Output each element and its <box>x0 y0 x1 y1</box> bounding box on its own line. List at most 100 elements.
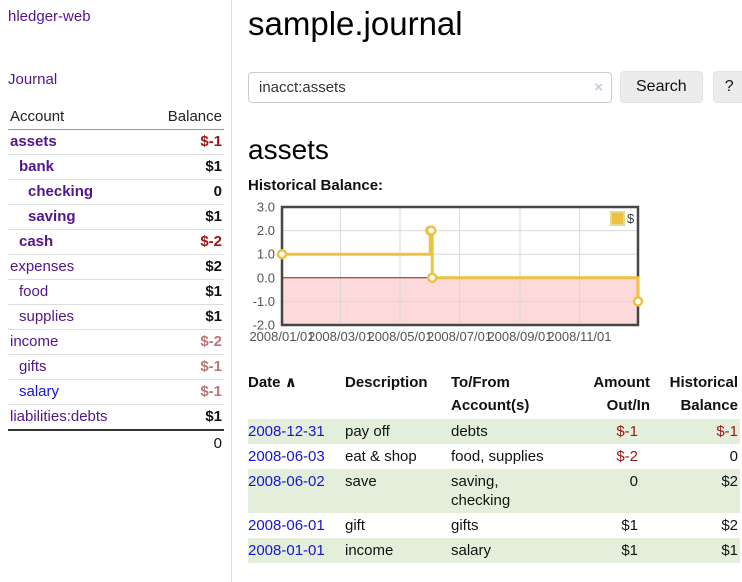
sidebar-account-food[interactable]: food <box>19 283 49 300</box>
sidebar-account-checking[interactable]: checking <box>28 183 94 200</box>
transaction-description: eat & shop <box>345 448 417 465</box>
account-balance: $-2 <box>145 229 224 255</box>
svg-text:-2.0: -2.0 <box>253 318 275 333</box>
transaction-accounts: food, supplies <box>451 448 544 465</box>
transaction-amount: $1 <box>621 517 638 534</box>
sort-ascending-icon: ∧ <box>284 374 297 391</box>
svg-text:2008/05/01: 2008/05/01 <box>367 329 432 344</box>
accounts-total-value: 0 <box>145 429 224 457</box>
account-row: gifts $-1 <box>8 354 224 380</box>
account-row: saving $1 <box>8 204 224 230</box>
app-brand-link[interactable]: hledger-web <box>8 8 91 25</box>
svg-text:2008/09/01: 2008/09/01 <box>487 329 552 344</box>
svg-text:-1.0: -1.0 <box>253 294 275 309</box>
transaction-row[interactable]: 2008-12-31 pay off debts $-1 $-1 <box>248 419 740 444</box>
account-balance: $-1 <box>145 129 224 155</box>
historical-balance-chart: $3.0 2.0 1.0 0.0 -1.0 -2.02008/01/012008/03/0… <box>249 200 644 344</box>
account-heading: assets <box>248 134 329 165</box>
transaction-description: income <box>345 542 394 559</box>
account-balance: $-2 <box>145 329 224 355</box>
transaction-accounts: debts <box>451 423 488 440</box>
transaction-row[interactable]: 2008-06-02 save saving, checking 0 $2 <box>248 469 740 513</box>
svg-text:2008/01/01: 2008/01/01 <box>249 329 314 344</box>
register-header-row: Date ∧ Description To/From Account(s) Am… <box>248 369 740 419</box>
sidebar-account-liabilities-debts[interactable]: liabilities:debts <box>10 408 108 425</box>
transaction-accounts: saving, checking <box>451 473 511 509</box>
svg-text:$: $ <box>627 211 635 226</box>
transaction-description: gift <box>345 517 366 534</box>
accounts-table: Account Balance assets $-1 bank $1 checking 0… <box>8 104 224 457</box>
svg-text:2.0: 2.0 <box>257 223 275 238</box>
svg-text:2008/11/01: 2008/11/01 <box>547 329 611 344</box>
account-row: income $-2 <box>8 329 224 355</box>
search-bar: × Search ? <box>248 71 742 103</box>
sidebar-account-income[interactable]: income <box>10 333 59 350</box>
transaction-description: save <box>345 473 377 490</box>
accounts-header-row: Account Balance <box>8 104 224 130</box>
transaction-balance: $2 <box>721 473 738 490</box>
col-amount-out-in: Amount Out/In <box>593 374 650 414</box>
transaction-amount: $1 <box>621 542 638 559</box>
transaction-accounts: salary <box>451 542 492 559</box>
transaction-balance: $1 <box>721 542 738 559</box>
transaction-date-link[interactable]: 2008-01-01 <box>248 542 325 559</box>
svg-text:3.0: 3.0 <box>257 200 275 215</box>
transaction-balance: $2 <box>721 517 738 534</box>
transaction-date-link[interactable]: 2008-06-03 <box>248 448 325 465</box>
svg-text:0.0: 0.0 <box>257 270 275 285</box>
transaction-amount: 0 <box>629 473 638 490</box>
transaction-date-link[interactable]: 2008-06-02 <box>248 473 325 490</box>
account-balance: $-1 <box>145 354 224 380</box>
account-balance: $-1 <box>145 379 224 405</box>
transaction-balance: $-1 <box>716 423 738 440</box>
transaction-amount: $-1 <box>616 423 638 440</box>
main-content: sample.journal × Search ? assets Histori… <box>248 0 742 563</box>
svg-text:1.0: 1.0 <box>257 247 275 262</box>
sidebar-account-salary[interactable]: salary <box>19 383 60 400</box>
sidebar-account-gifts[interactable]: gifts <box>19 358 47 375</box>
transaction-row[interactable]: 2008-06-01 gift gifts $1 $2 <box>248 513 740 538</box>
account-row: bank $1 <box>8 154 224 180</box>
account-balance: $1 <box>145 154 224 180</box>
transaction-accounts: gifts <box>451 517 479 534</box>
accounts-col-account: Account <box>8 104 146 130</box>
account-balance: $1 <box>145 204 224 230</box>
account-row: assets $-1 <box>8 129 224 155</box>
account-row: supplies $1 <box>8 304 224 330</box>
sidebar-account-cash[interactable]: cash <box>19 233 54 250</box>
accounts-col-balance: Balance <box>145 104 224 130</box>
account-balance: 0 <box>145 179 224 205</box>
col-historical-balance: Historical Balance <box>669 374 738 414</box>
sidebar-account-assets[interactable]: assets <box>10 133 57 150</box>
help-button[interactable]: ? <box>712 71 742 103</box>
account-row: expenses $2 <box>8 254 224 280</box>
chart-label: Historical Balance: <box>248 177 384 194</box>
account-balance: $1 <box>205 408 222 425</box>
transaction-date-link[interactable]: 2008-06-01 <box>248 517 325 534</box>
sidebar-account-bank[interactable]: bank <box>19 158 55 175</box>
svg-text:2008/03/01: 2008/03/01 <box>308 329 373 344</box>
transaction-row[interactable]: 2008-06-03 eat & shop food, supplies $-2 0 <box>248 444 740 469</box>
transaction-amount: $-2 <box>616 448 638 465</box>
clear-search-icon[interactable]: × <box>594 78 603 96</box>
account-balance: $1 <box>145 279 224 305</box>
transaction-date-link[interactable]: 2008-12-31 <box>248 423 325 440</box>
search-button[interactable]: Search <box>620 71 703 103</box>
sidebar-account-expenses[interactable]: expenses <box>10 258 75 275</box>
nav-journal-link[interactable]: Journal <box>8 71 58 88</box>
transaction-description: pay off <box>345 423 390 440</box>
account-row: liabilities:debts $1 <box>8 405 224 431</box>
register-table-body: 2008-12-31 pay off debts $-1 $-1 2008-06-03 ea… <box>248 419 740 563</box>
account-row: checking 0 <box>8 179 224 205</box>
sidebar-account-saving[interactable]: saving <box>28 208 76 225</box>
col-date: Date ∧ <box>248 374 297 391</box>
account-balance: $2 <box>145 254 224 280</box>
account-row: salary $-1 <box>8 379 224 405</box>
sidebar-account-supplies[interactable]: supplies <box>19 308 75 325</box>
accounts-total-row: 0 <box>8 429 224 457</box>
search-input[interactable] <box>248 71 612 103</box>
transaction-row[interactable]: 2008-01-01 income salary $1 $1 <box>248 538 740 563</box>
transaction-balance: 0 <box>729 448 738 465</box>
register-table: Date ∧ Description To/From Account(s) Am… <box>248 369 740 563</box>
col-tofrom-accounts: To/From Account(s) <box>451 374 530 414</box>
